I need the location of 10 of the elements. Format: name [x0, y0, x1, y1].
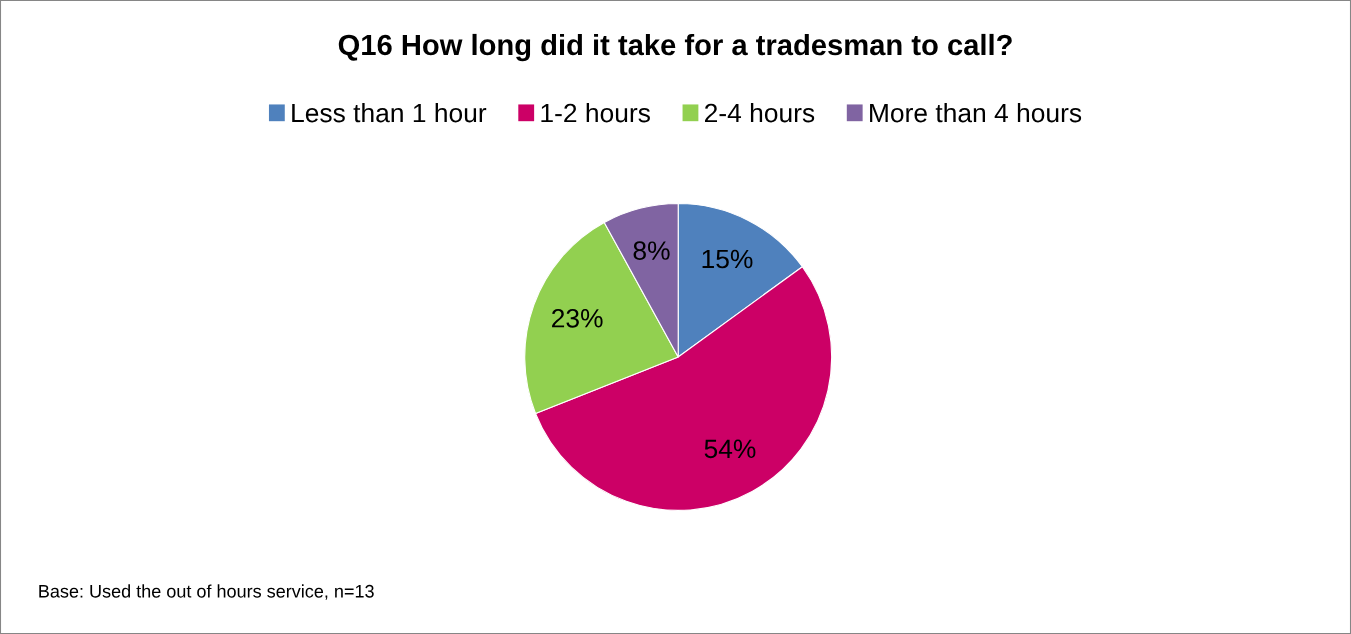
legend-label: Less than 1 hour [292, 103, 487, 123]
legend-label: 1-2 hours [541, 103, 650, 123]
chart-title: Q16 How long did it take for a tradesman to call? [338, 33, 1012, 62]
text: Base: Used the out of hours service, n=13 [39, 584, 374, 600]
data-label: 54% [704, 439, 756, 459]
legend-label: 2-4 hours [704, 103, 815, 123]
data-label: 15% [702, 249, 753, 269]
legend-label: More than 4 hours [870, 103, 1082, 123]
data-label: 8% [633, 241, 670, 260]
data-label: 23% [552, 308, 603, 328]
